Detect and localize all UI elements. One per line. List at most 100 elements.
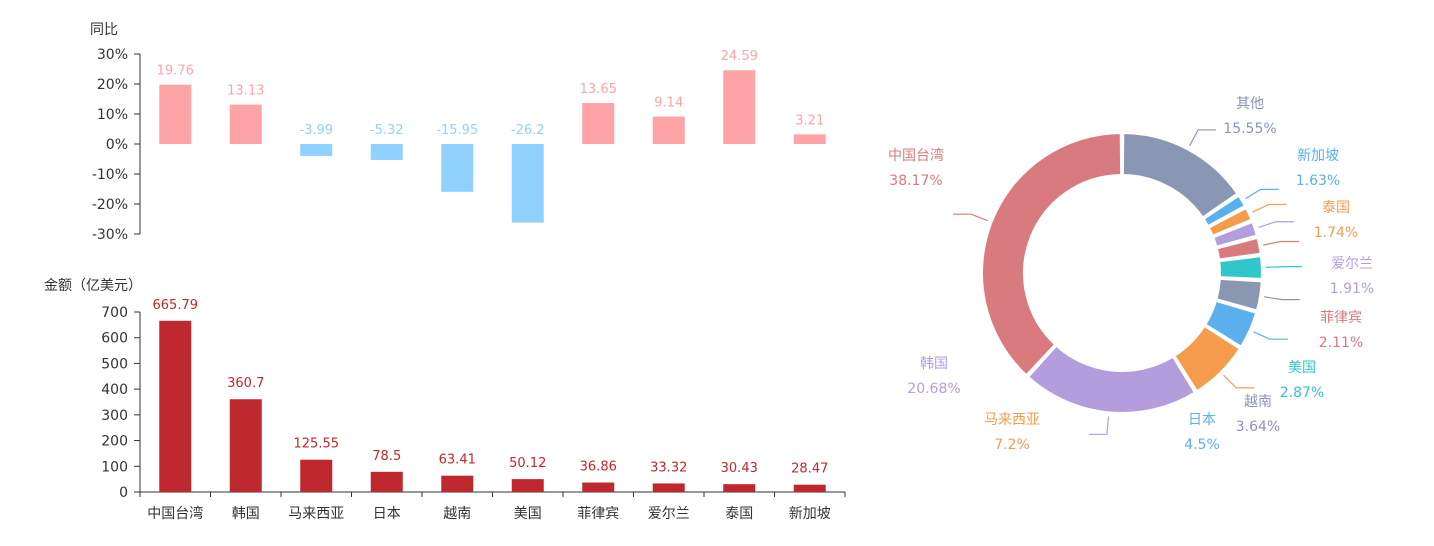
donut-leader-line — [953, 213, 989, 222]
yoy-axis-title: 同比 — [90, 22, 118, 38]
yoy-tick-label: 20% — [97, 77, 128, 93]
yoy-tick-label: 10% — [97, 107, 128, 123]
donut-slice-name: 马来西亚 — [984, 412, 1040, 428]
amount-tick-label: 200 — [101, 434, 128, 450]
donut-slice-percent: 1.63% — [1296, 173, 1340, 189]
yoy-value-label: 19.76 — [157, 64, 194, 79]
amount-bar — [582, 482, 615, 492]
yoy-bar — [229, 104, 262, 144]
amount-bar — [370, 471, 403, 492]
yoy-value-label: -15.95 — [436, 123, 478, 138]
donut-slice — [1202, 194, 1247, 228]
amount-tick-label: 600 — [101, 331, 128, 347]
donut-leader-line — [1252, 203, 1287, 213]
amount-value-label: 665.79 — [153, 298, 199, 313]
amount-tick-label: 0 — [119, 485, 128, 501]
donut-slice-name: 日本 — [1188, 412, 1216, 428]
donut-slice-name: 菲律宾 — [1320, 310, 1362, 326]
yoy-tick-label: 30% — [97, 47, 128, 63]
amount-axis-title: 金额（亿美元） — [44, 278, 142, 294]
yoy-bar — [159, 84, 192, 144]
amount-category-label: 菲律宾 — [577, 506, 619, 522]
amount-bar-chart: 金额（亿美元） 0 100 200 300 400 500 600 700 665.79 360… — [44, 278, 846, 522]
yoy-value-label: 3.21 — [795, 113, 824, 128]
amount-value-label: 36.86 — [580, 460, 617, 475]
amount-bars — [159, 320, 826, 492]
amount-value-label: 63.41 — [439, 453, 476, 468]
amount-category-label: 越南 — [443, 506, 471, 522]
amount-category-label: 美国 — [514, 506, 542, 522]
donut-slice-name: 韩国 — [920, 356, 948, 372]
donut-slice-name: 越南 — [1244, 394, 1272, 410]
yoy-bar — [582, 103, 615, 144]
amount-tick-label: 300 — [101, 408, 128, 424]
donut-slice-percent: 1.74% — [1314, 225, 1358, 241]
amount-tick-label: 500 — [101, 356, 128, 372]
donut-slice-name: 其他 — [1236, 96, 1264, 112]
amount-category-label: 马来西亚 — [288, 506, 344, 522]
yoy-tick-label: -20% — [92, 197, 128, 213]
yoy-value-label: 9.14 — [654, 96, 683, 111]
amount-category-label: 泰国 — [725, 506, 753, 522]
donut-leader-line — [1263, 240, 1299, 246]
amount-bar — [793, 484, 826, 492]
donut-slice-percent: 2.11% — [1319, 335, 1363, 351]
yoy-bar — [511, 144, 544, 223]
yoy-bar — [652, 116, 685, 144]
donut-slice-percent: 2.87% — [1280, 385, 1324, 401]
donut-slice-percent: 1.91% — [1330, 281, 1374, 297]
amount-value-label: 30.43 — [721, 461, 758, 476]
donut-slice — [1204, 299, 1258, 348]
amount-bar — [652, 483, 685, 492]
donut-slice — [1215, 277, 1263, 312]
yoy-value-label: -5.32 — [370, 123, 404, 138]
donut-slice — [1121, 131, 1239, 219]
amount-category-label: 新加坡 — [789, 506, 831, 522]
amount-bar — [723, 484, 756, 492]
donut-slice — [1207, 206, 1253, 237]
donut-slice — [1211, 220, 1259, 248]
amount-value-label: 360.7 — [227, 376, 264, 391]
yoy-bar — [441, 144, 474, 192]
amount-value-label: 125.55 — [294, 437, 340, 452]
amount-category-label: 中国台湾 — [147, 505, 203, 522]
yoy-bars — [159, 70, 826, 223]
amount-value-label: 33.32 — [650, 460, 687, 475]
donut-slice-name: 美国 — [1288, 360, 1316, 376]
donut-leader-line — [1253, 331, 1288, 340]
amount-tick-label: 700 — [101, 305, 128, 321]
donut-leader-line — [1223, 374, 1255, 389]
amount-y-ticks: 0 100 200 300 400 500 600 700 — [101, 305, 140, 501]
amount-bar — [300, 459, 333, 492]
amount-category-label: 日本 — [373, 506, 401, 522]
yoy-value-label: -26.2 — [511, 123, 545, 138]
donut-leader-line — [1245, 188, 1279, 200]
donut-slice-percent: 3.64% — [1236, 419, 1280, 435]
amount-category-labels: 中国台湾 韩国 马来西亚 日本 越南 美国 菲律宾 爱尔兰 泰国 新加坡 — [139, 492, 846, 522]
yoy-y-ticks: 30% 20% 10% 0% -10% -20% -30% — [92, 47, 140, 243]
donut-slice-name: 中国台湾 — [888, 147, 944, 164]
amount-tick-label: 400 — [101, 382, 128, 398]
yoy-bar — [370, 144, 403, 160]
donut-leader-lines — [953, 129, 1302, 435]
yoy-tick-label: 0% — [106, 137, 128, 153]
donut-leader-line — [1263, 296, 1300, 301]
yoy-bar — [793, 134, 826, 144]
amount-bar — [441, 475, 474, 492]
amount-bar — [511, 479, 544, 492]
donut-leader-line — [1265, 266, 1302, 268]
donut-slice-name: 泰国 — [1322, 200, 1350, 216]
yoy-value-label: 13.13 — [227, 84, 264, 99]
donut-leader-line — [1189, 129, 1217, 147]
amount-value-label: 78.5 — [372, 449, 401, 464]
yoy-bar — [723, 70, 756, 144]
donut-slice — [981, 131, 1123, 377]
yoy-tick-label: -10% — [92, 167, 128, 183]
donut-leader-line — [1088, 416, 1110, 435]
donut-slice — [1173, 324, 1242, 393]
yoy-value-label: -3.99 — [299, 123, 333, 138]
donut-slice-name: 新加坡 — [1297, 148, 1339, 164]
amount-bar — [229, 399, 262, 492]
